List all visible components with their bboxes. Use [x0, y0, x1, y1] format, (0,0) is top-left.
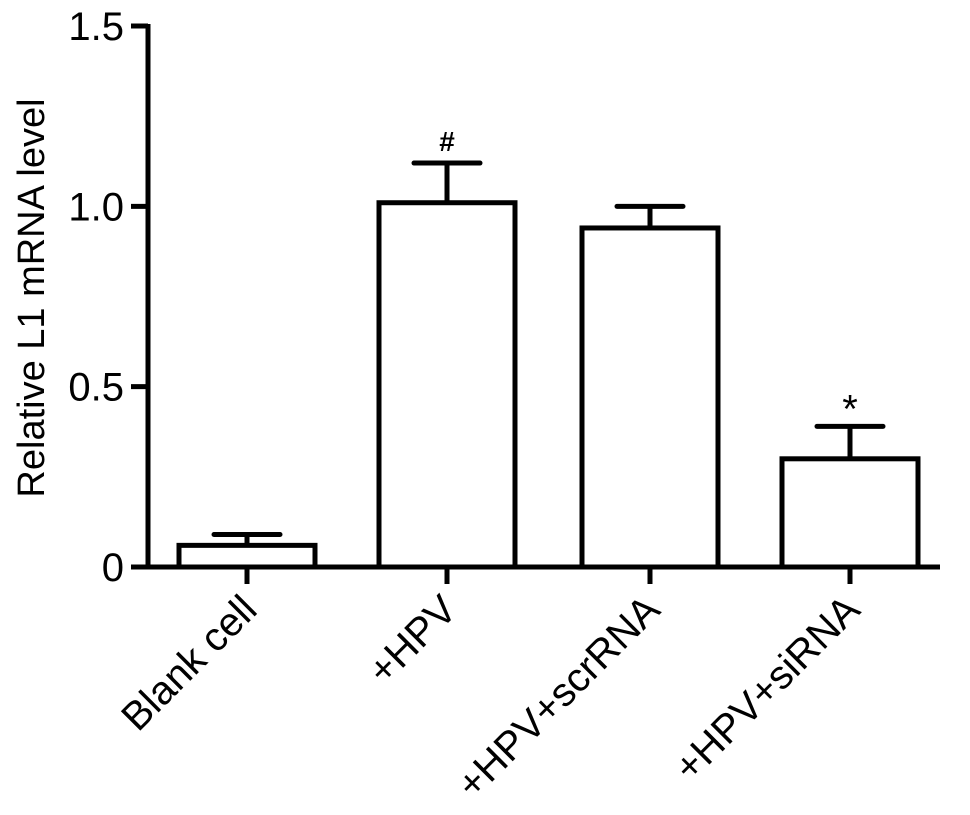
x-tick-label: +HPV: [360, 587, 466, 693]
y-axis-label: Relative L1 mRNA level: [11, 98, 53, 497]
x-tick-label: +HPV+scrRNA: [449, 587, 669, 807]
bar: [579, 225, 721, 570]
y-tick-label: 1.5: [68, 5, 124, 49]
y-tick-label: 0: [102, 546, 124, 590]
bars: [176, 160, 921, 570]
y-tick-label: 1.0: [68, 185, 124, 229]
significance-marker: #: [439, 126, 455, 157]
significance-marker: *: [842, 387, 858, 431]
x-tick-label: +HPV+siRNA: [666, 587, 869, 790]
bar: [779, 456, 921, 570]
bar: [176, 542, 318, 570]
x-tick-label: Blank cell: [113, 587, 265, 739]
y-tick-label: 0.5: [68, 366, 124, 410]
bar: [376, 200, 518, 570]
